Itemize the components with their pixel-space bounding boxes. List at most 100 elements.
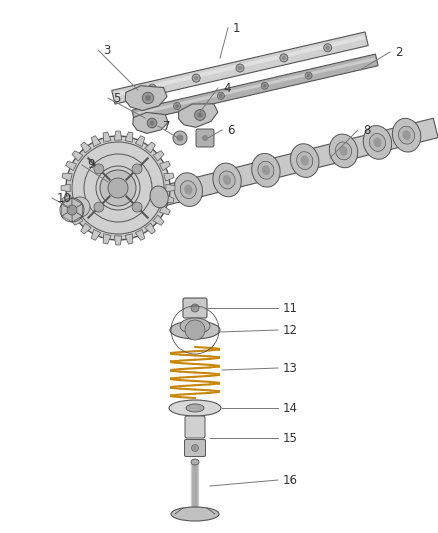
Polygon shape <box>132 54 378 122</box>
Ellipse shape <box>261 82 268 89</box>
Ellipse shape <box>252 154 280 187</box>
Polygon shape <box>145 223 155 234</box>
Ellipse shape <box>170 321 220 339</box>
Text: 6: 6 <box>227 124 234 136</box>
Polygon shape <box>133 112 168 133</box>
Ellipse shape <box>329 134 358 168</box>
Ellipse shape <box>194 76 198 80</box>
Text: 16: 16 <box>283 473 298 487</box>
Ellipse shape <box>324 44 332 52</box>
Polygon shape <box>125 132 133 142</box>
Circle shape <box>132 164 142 174</box>
Polygon shape <box>81 223 91 234</box>
Text: 2: 2 <box>395 45 403 59</box>
Ellipse shape <box>213 163 241 197</box>
Ellipse shape <box>403 130 411 140</box>
Ellipse shape <box>180 318 210 334</box>
Circle shape <box>66 136 170 240</box>
Polygon shape <box>135 58 375 116</box>
Polygon shape <box>91 229 101 240</box>
Polygon shape <box>159 205 170 215</box>
Text: 5: 5 <box>113 92 120 104</box>
Polygon shape <box>153 215 164 225</box>
Ellipse shape <box>363 126 392 159</box>
Polygon shape <box>91 136 101 147</box>
Ellipse shape <box>202 135 208 141</box>
Polygon shape <box>72 204 82 216</box>
Text: 12: 12 <box>283 324 298 336</box>
Ellipse shape <box>219 171 235 189</box>
Ellipse shape <box>263 84 266 87</box>
Ellipse shape <box>150 120 155 125</box>
Text: 15: 15 <box>283 432 298 445</box>
Text: 9: 9 <box>87 158 95 172</box>
Polygon shape <box>81 142 91 153</box>
Polygon shape <box>135 229 145 240</box>
Polygon shape <box>164 173 174 181</box>
Text: 3: 3 <box>103 44 110 56</box>
Ellipse shape <box>173 131 187 145</box>
Ellipse shape <box>339 146 348 156</box>
Ellipse shape <box>197 112 203 118</box>
Polygon shape <box>72 215 83 225</box>
Polygon shape <box>72 198 82 210</box>
Ellipse shape <box>191 304 199 312</box>
Ellipse shape <box>282 56 286 60</box>
Text: 1: 1 <box>233 21 240 35</box>
Ellipse shape <box>336 142 352 160</box>
Polygon shape <box>62 173 72 181</box>
Ellipse shape <box>192 74 200 82</box>
Circle shape <box>67 205 77 215</box>
Ellipse shape <box>392 118 421 152</box>
Polygon shape <box>125 86 167 110</box>
Polygon shape <box>114 236 122 245</box>
Ellipse shape <box>258 161 274 179</box>
Ellipse shape <box>148 84 156 92</box>
Ellipse shape <box>194 110 205 120</box>
Polygon shape <box>159 161 170 171</box>
Polygon shape <box>152 118 438 208</box>
Polygon shape <box>164 195 174 203</box>
Text: 13: 13 <box>283 361 298 375</box>
Ellipse shape <box>175 104 179 108</box>
Text: 7: 7 <box>163 119 170 133</box>
Ellipse shape <box>142 92 154 104</box>
Ellipse shape <box>236 64 244 72</box>
Ellipse shape <box>177 134 184 141</box>
Circle shape <box>94 202 104 212</box>
Text: 11: 11 <box>283 302 298 314</box>
Ellipse shape <box>223 175 231 185</box>
Polygon shape <box>179 104 218 127</box>
Ellipse shape <box>297 151 313 169</box>
Polygon shape <box>135 136 145 147</box>
FancyBboxPatch shape <box>183 298 207 318</box>
Ellipse shape <box>369 133 385 151</box>
Polygon shape <box>166 184 175 192</box>
Ellipse shape <box>147 118 157 128</box>
Polygon shape <box>112 32 368 104</box>
Ellipse shape <box>290 144 319 177</box>
Ellipse shape <box>150 186 168 208</box>
Circle shape <box>132 202 142 212</box>
Text: 14: 14 <box>283 401 298 415</box>
Ellipse shape <box>184 184 192 195</box>
Ellipse shape <box>174 173 202 206</box>
Ellipse shape <box>171 507 219 521</box>
Ellipse shape <box>300 156 309 166</box>
Polygon shape <box>66 205 77 215</box>
FancyBboxPatch shape <box>185 416 205 438</box>
FancyBboxPatch shape <box>196 129 214 147</box>
Ellipse shape <box>217 92 224 99</box>
Text: 10: 10 <box>57 191 72 205</box>
Polygon shape <box>103 132 111 142</box>
Ellipse shape <box>374 138 381 148</box>
Ellipse shape <box>169 400 221 416</box>
Ellipse shape <box>238 66 242 70</box>
Circle shape <box>100 170 136 206</box>
Circle shape <box>94 164 104 174</box>
Polygon shape <box>62 210 72 222</box>
Ellipse shape <box>173 102 180 109</box>
Text: 4: 4 <box>223 82 230 94</box>
Ellipse shape <box>280 54 288 62</box>
Ellipse shape <box>145 95 151 101</box>
